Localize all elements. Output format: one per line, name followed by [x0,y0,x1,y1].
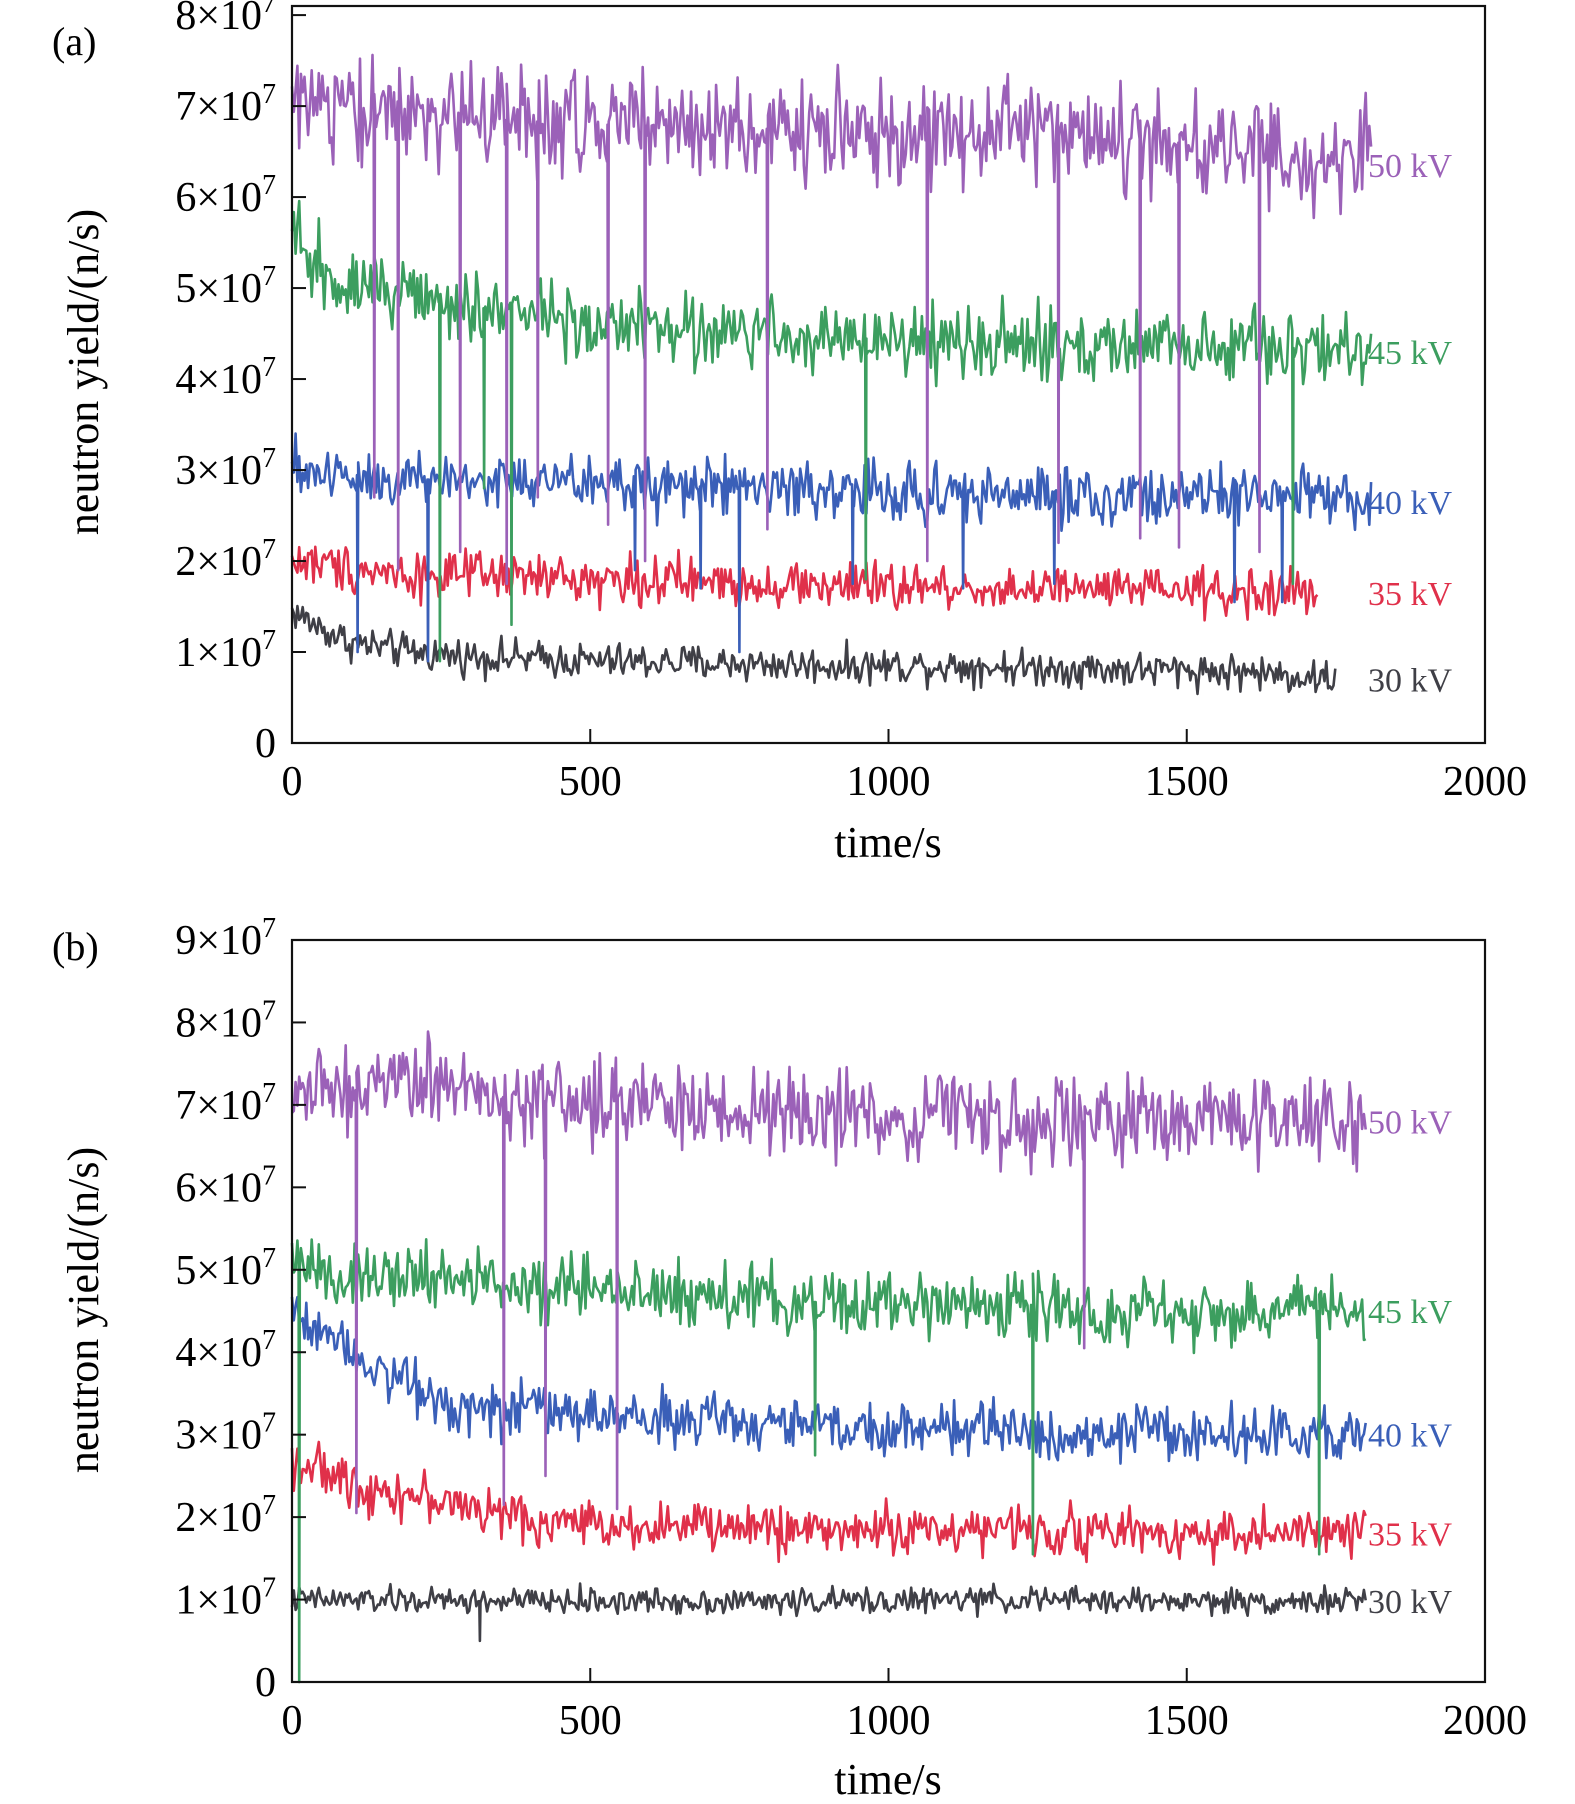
y-tick-label: 5×107 [175,261,276,312]
panel-label: (b) [52,924,99,969]
y-axis-ticks: 0 1×107 2×107 3×107 4×107 5×107 6×107 7×107 8×10… [175,913,306,1706]
x-axis-ticks: 0 500 1000 1500 2000 [282,1668,1527,1744]
series-label-45-kv: 45 kV [1368,1294,1453,1331]
series-label-35-kv: 35 kV [1368,1517,1453,1554]
x-tick-label: 500 [559,759,622,805]
series-line-35-kv [290,1440,1367,1566]
y-tick-label: 0 [255,721,276,767]
series-line-50-kv [290,53,1373,586]
y-tick-label: 9×107 [175,913,276,964]
series-label-50-kv: 50 kV [1368,1104,1453,1141]
y-tick-label: 8×107 [175,995,276,1046]
series-line-45-kv [290,199,1373,663]
series-line-40-kv [290,432,1373,663]
x-axis-label: time/s [834,1755,942,1804]
x-tick-label: 500 [559,1698,622,1744]
panel-label: (a) [52,19,96,64]
y-axis-label: neutron yield/(n/s) [59,1147,108,1473]
series-labels: 30 kV 35 kV 40 kV 45 kV 50 kV [1368,148,1453,699]
y-tick-label: 6×107 [175,1160,276,1211]
x-axis-label: time/s [834,818,942,867]
y-tick-label: 8×107 [175,0,276,39]
series-line-45-kv [290,1238,1367,1684]
series-label-45-kv: 45 kV [1368,335,1453,372]
series-line-50-kv [291,1030,1367,1515]
series-layer [290,1030,1367,1684]
y-axis-ticks: 0 1×107 2×107 3×107 4×107 5×107 6×107 7×107 8×10… [175,0,306,767]
series-label-40-kv: 40 kV [1368,1418,1453,1455]
x-tick-label: 2000 [1443,1698,1527,1744]
plot-frame [290,4,1487,745]
y-tick-label: 1×107 [175,625,276,676]
x-tick-label: 1500 [1145,1698,1229,1744]
series-line-30-kv [290,1582,1367,1643]
series-label-30-kv: 30 kV [1368,1584,1453,1621]
series-label-30-kv: 30 kV [1368,662,1453,699]
y-tick-label: 7×107 [175,79,276,130]
y-tick-label: 2×107 [175,1490,276,1541]
y-tick-label: 0 [255,1660,276,1706]
series-labels: 30 kV 35 kV 40 kV 45 kV 50 kV [1368,1104,1453,1621]
x-tick-label: 1000 [847,759,931,805]
y-tick-label: 6×107 [175,170,276,221]
x-tick-label: 1000 [847,1698,931,1744]
y-tick-label: 2×107 [175,534,276,585]
y-tick-label: 4×107 [175,352,276,403]
x-tick-label: 0 [282,1698,303,1744]
series-line-35-kv [290,545,1319,622]
y-tick-label: 1×107 [175,1573,276,1624]
y-tick-label: 7×107 [175,1078,276,1129]
y-tick-label: 4×107 [175,1325,276,1376]
x-tick-label: 0 [282,759,303,805]
chart-a: (a) 0 1×107 2×107 3×107 4×107 5×107 6×107 7×107… [52,0,1527,867]
series-line-30-kv [290,604,1337,696]
series-label-40-kv: 40 kV [1368,485,1453,522]
x-axis-ticks: 0 500 1000 1500 2000 [282,729,1527,805]
y-tick-label: 3×107 [175,1408,276,1459]
y-tick-label: 3×107 [175,443,276,494]
chart-b: (b) 0 1×107 2×107 3×107 4×107 5×107 6×107 7×107… [52,913,1527,1804]
series-line-40-kv [290,1295,1367,1465]
series-layer [290,53,1373,696]
series-label-35-kv: 35 kV [1368,576,1453,613]
series-label-50-kv: 50 kV [1368,148,1453,185]
y-tick-label: 5×107 [175,1243,276,1294]
x-tick-label: 1500 [1145,759,1229,805]
y-axis-label: neutron yield/(n/s) [59,209,108,535]
x-tick-label: 2000 [1443,759,1527,805]
